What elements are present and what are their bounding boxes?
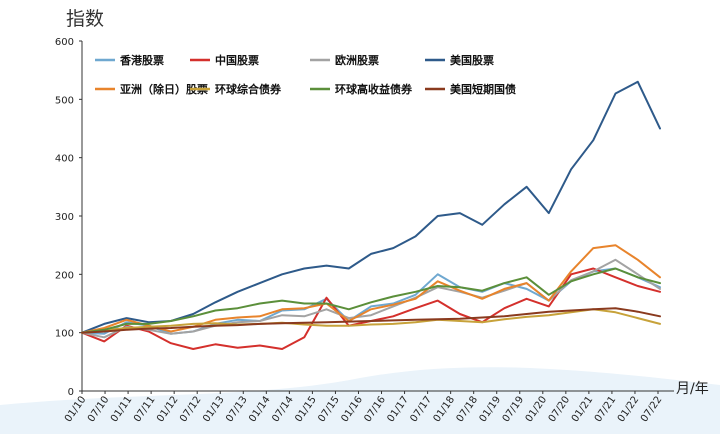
legend-label-1: 中国股票	[215, 53, 259, 67]
legend-label-5: 环球综合债券	[215, 82, 282, 96]
y-tick-label: 400	[55, 154, 74, 165]
y-tick-label: 300	[55, 212, 74, 223]
series-line-7	[81, 307, 661, 334]
legend-label-0: 香港股票	[119, 53, 164, 67]
background-wave	[0, 367, 720, 434]
x-axis-unit-label: 月/年	[676, 381, 709, 397]
series-line-3	[81, 80, 661, 334]
series-line-6	[81, 267, 661, 334]
series-line-4	[81, 244, 661, 334]
legend-label-6: 环球高收益债券	[335, 82, 413, 96]
y-tick-label: 600	[55, 37, 74, 48]
y-tick-label: 100	[55, 329, 74, 340]
y-axis-title: 指数	[66, 8, 105, 30]
y-tick-label: 0	[68, 387, 74, 398]
legend-label-3: 美国股票	[450, 53, 494, 67]
legend-label-2: 欧洲股票	[335, 53, 379, 67]
y-tick-label: 200	[55, 270, 74, 281]
legend-label-7: 美国短期国债	[450, 82, 516, 96]
y-tick-label: 500	[55, 95, 74, 106]
series-line-5	[81, 308, 661, 334]
legend-label-4: 亚洲（除日）股票	[120, 82, 208, 96]
series-line-2	[81, 258, 661, 339]
